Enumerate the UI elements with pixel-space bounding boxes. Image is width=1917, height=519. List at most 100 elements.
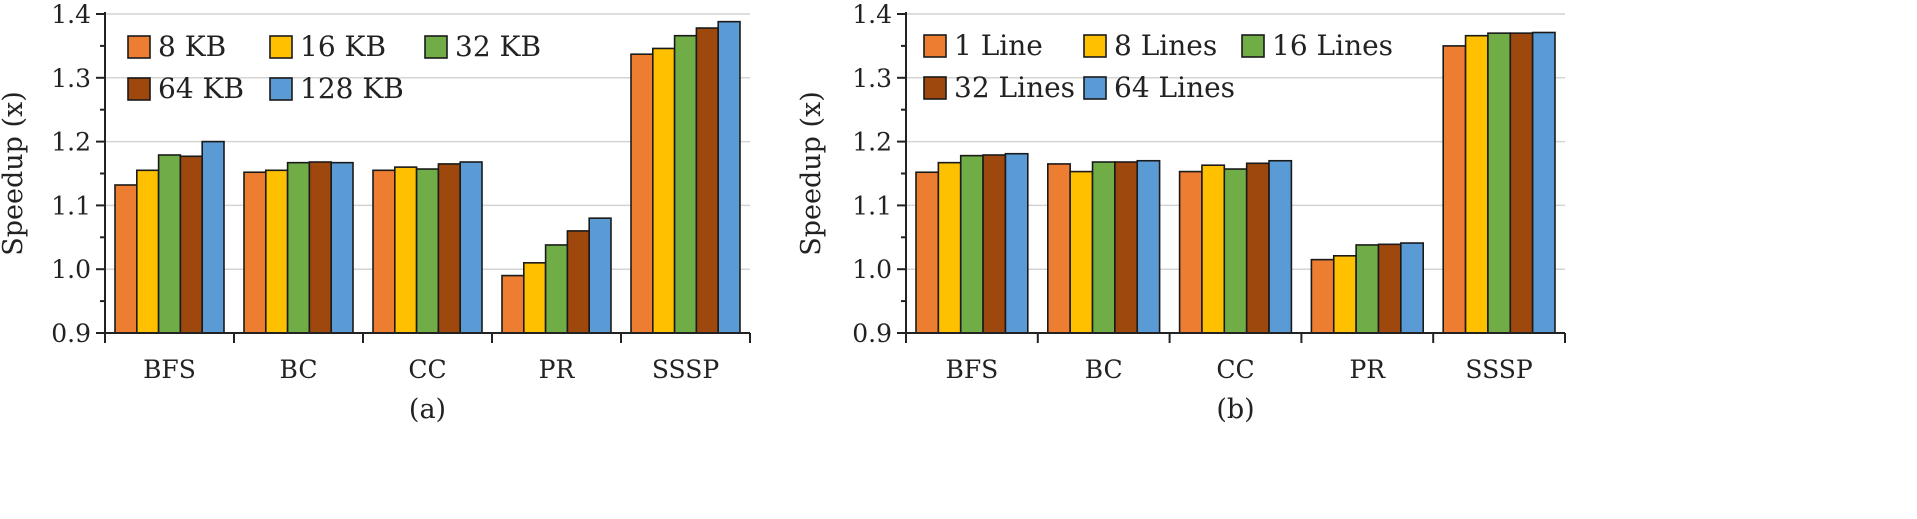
y-tick-label: 1.2 (852, 128, 892, 157)
legend-swatch (269, 77, 293, 101)
legend: 1 Line 8 Lines 16 Lines 32 Lines 64 Lines (923, 29, 1393, 104)
bar-sssp-1-line (1442, 45, 1467, 334)
bar-pr-32-kb (544, 244, 569, 334)
bar-bc-16-kb (264, 169, 289, 334)
bar-bc-128-kb (330, 161, 354, 334)
bar-pr-16-kb (522, 262, 547, 334)
legend-label: 8 KB (158, 30, 226, 63)
bar-sssp-32-lines (1509, 32, 1534, 334)
bar-bc-16-lines (1091, 161, 1116, 334)
x-tick-label: BC (280, 355, 318, 384)
y-tick-label: 0.9 (852, 319, 892, 348)
bar-cc-8-lines (1201, 164, 1226, 334)
bar-bc-64-kb (308, 161, 332, 334)
legend-label: 8 Lines (1114, 29, 1217, 62)
bar-sssp-16-kb (651, 47, 676, 334)
x-tick-label: PR (1349, 355, 1386, 384)
x-tick-label: PR (539, 355, 576, 384)
bar-cc-16-kb (393, 166, 418, 334)
bar-sssp-16-lines (1487, 32, 1512, 334)
legend-swatch (127, 77, 151, 101)
x-tick-label: BFS (143, 355, 196, 384)
x-tick-label: BFS (945, 355, 998, 384)
bar-bfs-64-kb (179, 155, 203, 334)
legend-label: 128 KB (300, 72, 404, 105)
bar-bc-64-lines (1136, 159, 1161, 334)
panel-caption: (a) (409, 394, 446, 425)
bar-bfs-128-kb (201, 140, 225, 334)
y-axis-title: Speedup (x) (796, 91, 827, 256)
legend-label: 64 Lines (1114, 71, 1235, 104)
y-tick-label: 1.3 (852, 64, 892, 93)
bar-bc-32-lines (1114, 161, 1139, 334)
bar-bc-1-line (1047, 163, 1071, 334)
bar-pr-8-lines (1332, 255, 1357, 334)
bar-bfs-8-kb (114, 184, 138, 334)
axes (96, 12, 751, 343)
legend: 8 KB 16 KB 32 KB 64 KB 128 KB (127, 30, 541, 105)
legend-label: 1 Line (954, 29, 1043, 62)
y-tick-label: 1.0 (51, 255, 91, 284)
legend-swatch (923, 76, 947, 100)
bars (915, 31, 1556, 334)
legend-label: 16 Lines (1272, 29, 1393, 62)
bar-bfs-64-lines (1004, 152, 1029, 334)
bar-pr-8-kb (501, 274, 525, 334)
chart-panel-a: 0.9 1.0 1.1 1.2 1.3 1.4 BFS BC CC PR SSSP Speedup… (0, 0, 751, 425)
y-tick-label: 1.4 (852, 0, 892, 29)
x-tick-label: CC (408, 355, 446, 384)
bar-bc-8-lines (1069, 170, 1094, 334)
axes (897, 12, 1566, 343)
bar-cc-8-kb (372, 169, 396, 334)
legend-swatch (1241, 34, 1265, 58)
legend-label: 16 KB (300, 30, 386, 63)
bar-cc-32-lines (1245, 162, 1270, 334)
bar-cc-64-kb (437, 163, 461, 334)
legend-swatch (424, 35, 448, 59)
y-tick-label: 0.9 (51, 319, 91, 348)
panel-caption: (b) (1216, 394, 1254, 425)
bar-cc-32-kb (415, 168, 440, 334)
bar-sssp-64-kb (695, 27, 720, 334)
chart-panel-b: 0.9 1.0 1.1 1.2 1.3 1.4 BFS BC CC PR SSSP Speedup… (796, 0, 1566, 425)
legend-swatch (1083, 76, 1107, 100)
bar-sssp-128-kb (717, 20, 741, 334)
bar-bfs-16-lines (959, 154, 984, 334)
bar-bc-8-kb (243, 171, 267, 334)
bar-pr-16-lines (1355, 244, 1380, 334)
y-tick-label: 1.1 (852, 191, 892, 220)
bar-pr-32-lines (1377, 243, 1402, 334)
legend-swatch (269, 35, 293, 59)
legend-swatch (923, 34, 947, 58)
bar-pr-64-kb (566, 230, 591, 334)
legend-label: 32 Lines (954, 71, 1075, 104)
y-tick-label: 1.0 (852, 255, 892, 284)
bar-sssp-64-lines (1531, 31, 1556, 334)
bar-pr-1-line (1310, 258, 1335, 334)
bar-bfs-8-lines (937, 161, 962, 334)
y-tick-label: 1.2 (51, 128, 91, 157)
y-tick-label: 1.3 (51, 64, 91, 93)
x-tick-label: CC (1216, 355, 1254, 384)
bar-bfs-16-kb (136, 169, 160, 334)
bar-bc-32-kb (286, 161, 311, 334)
y-tick-labels: 0.9 1.0 1.1 1.2 1.3 1.4 (51, 0, 91, 348)
bar-bfs-1-line (915, 171, 940, 334)
bar-pr-64-lines (1400, 242, 1424, 334)
bars (114, 20, 741, 334)
x-tick-label: BC (1085, 355, 1123, 384)
bar-sssp-32-kb (673, 34, 698, 334)
bar-cc-1-line (1178, 170, 1203, 334)
y-axis-title: Speedup (x) (0, 91, 29, 256)
bar-cc-128-kb (459, 161, 483, 334)
bar-sssp-8-kb (630, 53, 654, 334)
bar-sssp-8-lines (1464, 34, 1489, 334)
y-tick-label: 1.1 (51, 191, 91, 220)
legend-swatch (127, 35, 151, 59)
y-tick-labels: 0.9 1.0 1.1 1.2 1.3 1.4 (852, 0, 892, 348)
y-tick-label: 1.4 (51, 0, 91, 29)
legend-label: 32 KB (455, 30, 541, 63)
x-tick-labels: BFS BC CC PR SSSP (143, 355, 719, 384)
bar-cc-16-lines (1223, 168, 1248, 334)
